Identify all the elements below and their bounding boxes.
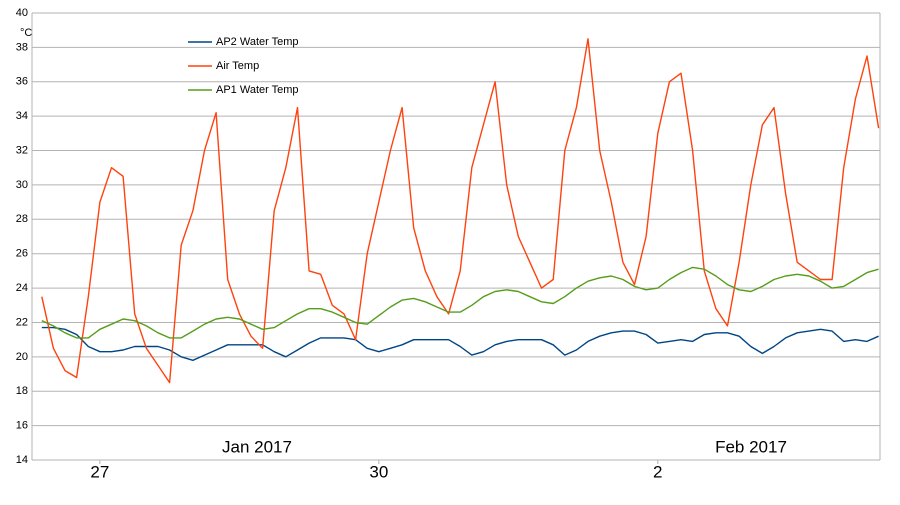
y-tick-label: 38 — [16, 41, 28, 53]
month-label: Feb 2017 — [715, 437, 787, 456]
y-tick-label: 18 — [16, 385, 28, 397]
y-tick-label: 22 — [16, 316, 28, 328]
y-tick-label: 26 — [16, 248, 28, 260]
series-line — [41, 266, 879, 339]
legend-label: AP2 Water Temp — [216, 36, 299, 48]
series-line — [41, 38, 880, 384]
y-tick-label: 28 — [16, 213, 28, 225]
y-tick-label: 20 — [16, 351, 28, 363]
legend-label: AP1 Water Temp — [216, 84, 299, 96]
y-tick-label: 24 — [16, 282, 28, 294]
y-tick-label: 34 — [16, 110, 28, 122]
x-tick-label: 30 — [369, 462, 388, 481]
y-unit: °C — [20, 27, 32, 39]
y-tick-label: 36 — [16, 76, 28, 88]
y-tick-label: 32 — [16, 144, 28, 156]
x-tick-label: 27 — [90, 462, 109, 481]
x-tick-label: 2 — [653, 462, 662, 481]
series-line — [41, 326, 879, 361]
y-tick-label: 30 — [16, 179, 28, 191]
legend-label: Air Temp — [216, 60, 259, 72]
month-label: Jan 2017 — [222, 437, 292, 456]
y-tick-label: 40 — [16, 7, 28, 19]
y-tick-label: 16 — [16, 420, 28, 432]
y-tick-label: 14 — [16, 454, 28, 466]
